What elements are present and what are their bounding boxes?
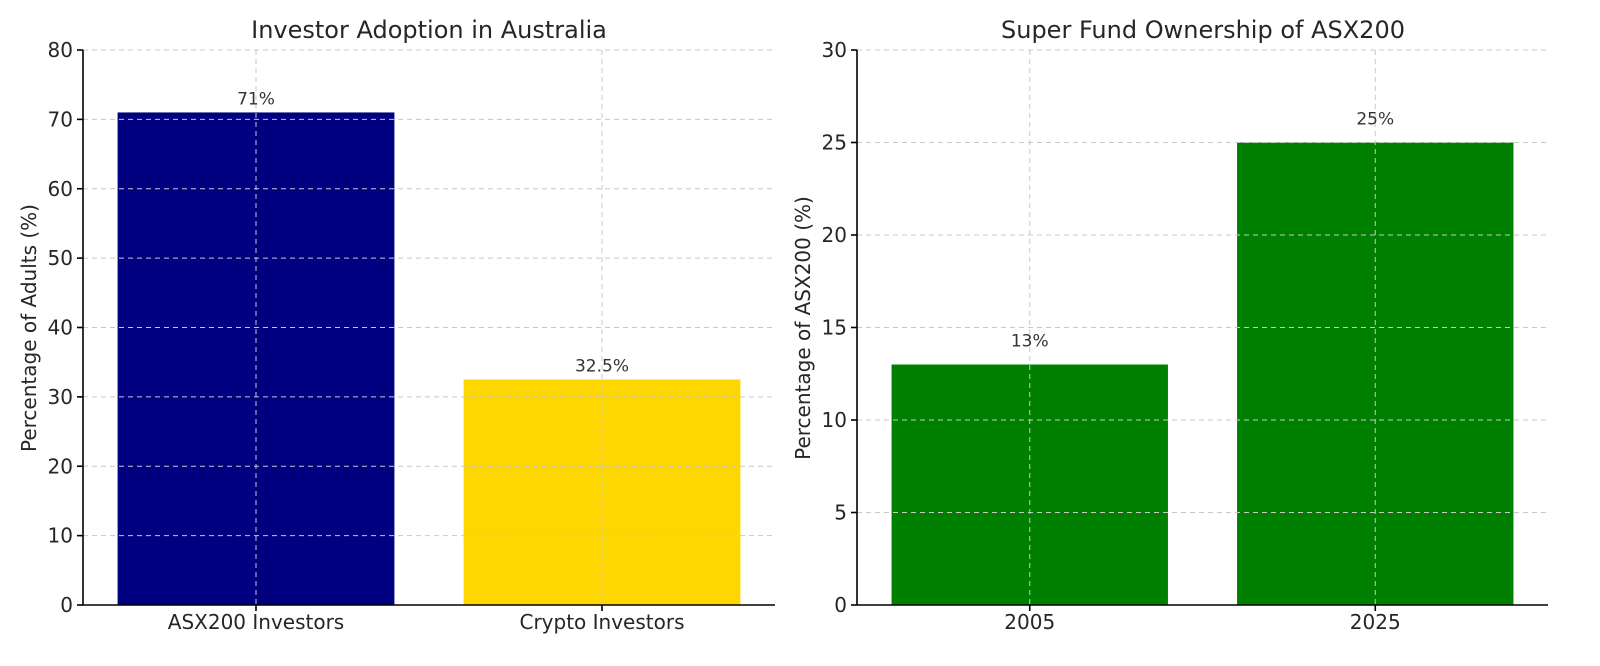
y-tick-label: 10 — [822, 408, 847, 432]
y-tick-label: 10 — [48, 524, 73, 548]
chart-title: Super Fund Ownership of ASX200 — [1001, 16, 1405, 44]
y-tick-label: 20 — [48, 454, 73, 478]
y-tick-label: 50 — [48, 246, 73, 270]
y-tick-label: 0 — [834, 593, 847, 617]
x-tick-label: 2005 — [1004, 610, 1055, 634]
y-tick-label: 15 — [822, 316, 847, 340]
y-tick-label: 60 — [48, 177, 73, 201]
x-tick-label: Crypto Investors — [519, 610, 684, 634]
bar-2025 — [1237, 142, 1514, 605]
y-tick-label: 30 — [822, 38, 847, 62]
data-label: 71% — [237, 89, 275, 109]
y-tick-label: 25 — [822, 131, 847, 155]
data-label: 13% — [1011, 332, 1049, 352]
y-tick-label: 20 — [822, 223, 847, 247]
chart-1: 0 10 20 30 40 50 60 70 80 ASX200 Investors Crypto … — [17, 16, 775, 634]
y-tick-label: 0 — [60, 593, 73, 617]
x-tick-label: 2025 — [1350, 610, 1401, 634]
y-tick-label: 80 — [48, 38, 73, 62]
data-label: 25% — [1356, 110, 1394, 130]
data-label: 32.5% — [575, 357, 629, 377]
x-tick-label: ASX200 Investors — [168, 610, 344, 634]
y-tick-label: 40 — [48, 316, 73, 340]
y-axis-label: Percentage of ASX200 (%) — [791, 196, 815, 460]
y-tick-label: 70 — [48, 107, 73, 131]
chart-title: Investor Adoption in Australia — [251, 16, 607, 44]
y-axis-label: Percentage of Adults (%) — [17, 204, 41, 452]
y-tick-label: 30 — [48, 385, 73, 409]
y-tick-label: 5 — [834, 501, 847, 525]
